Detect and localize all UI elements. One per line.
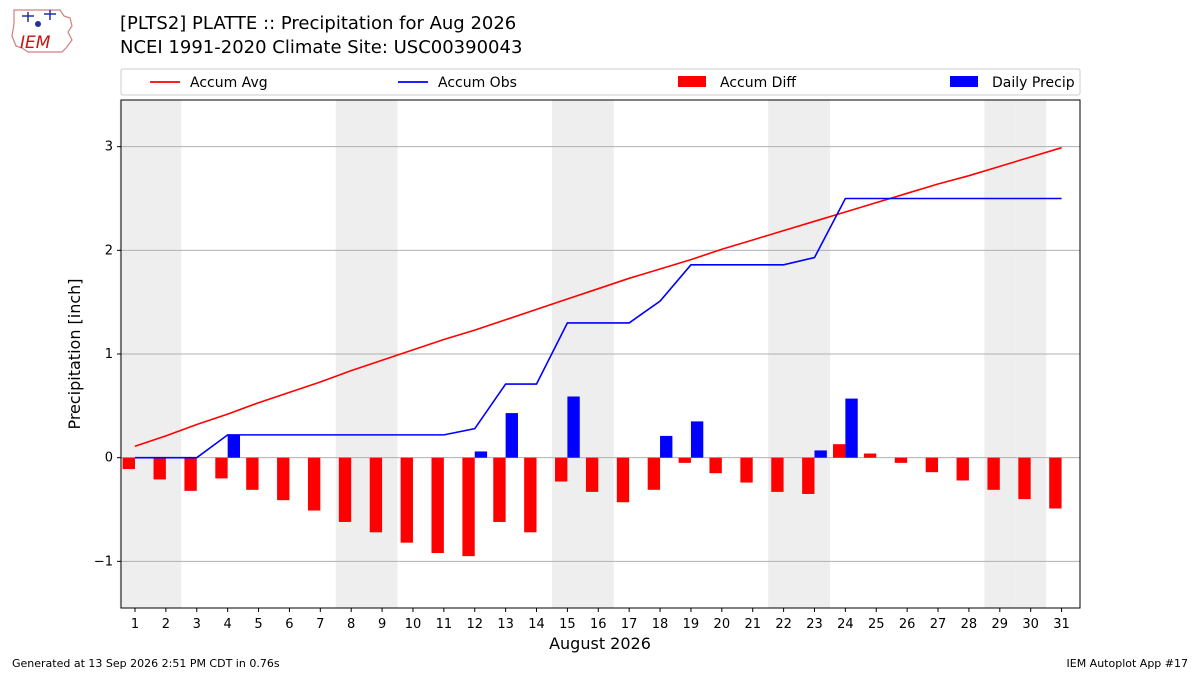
- x-tick-label: 20: [714, 617, 731, 632]
- x-tick-label: 18: [652, 617, 669, 632]
- accum-diff-bar: [647, 457, 661, 490]
- accum-diff-bar: [863, 453, 877, 458]
- accum-diff-bar: [678, 457, 691, 463]
- x-tick-label: 7: [316, 617, 324, 632]
- y-tick-label: 1: [105, 347, 113, 362]
- x-tick-label: 9: [378, 617, 386, 632]
- accum-diff-bar: [431, 457, 444, 554]
- daily-precip-bar: [690, 421, 704, 458]
- daily-precip-bar: [660, 435, 673, 458]
- accum-diff-bar: [894, 457, 908, 463]
- accum-diff-bar: [1049, 457, 1062, 509]
- accum-obs-line: [135, 197, 1062, 459]
- accum-diff-bar: [802, 457, 815, 494]
- line-series: [134, 146, 1062, 459]
- weekend-shading: [119, 100, 1047, 608]
- accum-diff-bar: [555, 457, 568, 482]
- x-tick-label: 2: [162, 617, 170, 632]
- accum-diff-bar: [277, 457, 290, 501]
- x-tick-label: 21: [744, 617, 761, 632]
- footer-app-label: IEM Autoplot App #17: [1066, 657, 1189, 670]
- accum-diff-bar: [184, 457, 197, 491]
- x-tick-label: 4: [224, 617, 232, 632]
- accum-diff-bar: [987, 457, 1000, 490]
- accum-diff-bar: [462, 457, 475, 557]
- accum-diff-bar: [215, 457, 228, 479]
- x-tick-label: 30: [1022, 617, 1039, 632]
- x-tick-label: 1: [131, 617, 139, 632]
- x-tick-label: 3: [193, 617, 201, 632]
- chart-title: [PLTS2] PLATTE :: Precipitation for Aug …: [120, 13, 517, 34]
- daily-precip-bar: [845, 398, 858, 458]
- x-tick-label: 24: [837, 617, 854, 632]
- accum-diff-bar: [400, 457, 413, 543]
- x-tick-label: 27: [930, 617, 947, 632]
- iem-logo: IEM: [11, 9, 73, 53]
- accum-diff-bar: [493, 457, 506, 522]
- legend-label: Daily Precip: [992, 75, 1075, 91]
- y-tick-label: 3: [105, 140, 113, 155]
- accum-diff-bar: [524, 457, 537, 533]
- chart-title-block: [PLTS2] PLATTE :: Precipitation for Aug …: [120, 12, 522, 60]
- accum-diff-bar: [709, 457, 722, 474]
- accum-diff-bar: [833, 444, 846, 458]
- chart-subtitle: NCEI 1991-2020 Climate Site: USC00390043: [120, 37, 523, 58]
- accum-diff-bar: [1018, 457, 1031, 500]
- x-tick-label: 5: [254, 617, 262, 632]
- legend-label: Accum Diff: [720, 75, 796, 91]
- accum-diff-bar: [956, 457, 969, 481]
- daily-precip-bar: [505, 413, 518, 458]
- daily-precip-bar: [227, 434, 241, 458]
- y-axis-label: Precipitation [inch]: [65, 278, 84, 429]
- y-tick-label: −1: [94, 554, 113, 569]
- x-tick-label: 11: [436, 617, 453, 632]
- accum-diff-bar: [740, 457, 753, 483]
- x-tick-label: 29: [992, 617, 1009, 632]
- legend-box: [120, 68, 1081, 96]
- daily-precip-bar: [567, 396, 580, 458]
- x-tick-label: 15: [559, 617, 576, 632]
- x-tick-label: 17: [621, 617, 638, 632]
- y-tick-label: 0: [105, 451, 113, 466]
- x-tick-label: 12: [466, 617, 483, 632]
- x-tick-label: 26: [899, 617, 916, 632]
- x-tick-label: 19: [683, 617, 700, 632]
- daily-precip-bar: [814, 450, 827, 458]
- y-tick-label: 2: [105, 243, 113, 258]
- accum-diff-bar: [246, 457, 259, 490]
- x-tick-label: 23: [806, 617, 823, 632]
- legend-label: Accum Avg: [190, 75, 268, 91]
- x-tick-label: 16: [590, 617, 607, 632]
- legend-bar-swatch: [678, 76, 706, 87]
- logo-lettering: IEM: [20, 33, 51, 53]
- daily-precip-bar: [474, 451, 488, 458]
- x-tick-label: 28: [961, 617, 978, 632]
- x-tick-label: 13: [497, 617, 514, 632]
- x-axis-label: August 2026: [549, 634, 651, 653]
- bar-series: [122, 396, 1062, 557]
- accum-diff-bar: [307, 457, 321, 511]
- accum-diff-bar: [122, 457, 135, 470]
- x-tick-label: 14: [528, 617, 545, 632]
- legend-bar-swatch: [950, 76, 978, 87]
- x-tick-label: 22: [775, 617, 792, 632]
- x-tick-label: 25: [868, 617, 885, 632]
- legend-label: Accum Obs: [438, 75, 517, 91]
- accum-diff-bar: [771, 457, 784, 492]
- accum-avg-line: [134, 146, 1062, 448]
- footer-generated-text: Generated at 13 Sep 2026 2:51 PM CDT in …: [12, 657, 280, 670]
- x-tick-label: 10: [405, 617, 422, 632]
- x-tick-label: 31: [1053, 617, 1070, 632]
- accum-diff-bar: [338, 457, 352, 522]
- x-tick-label: 8: [347, 617, 355, 632]
- x-tick-label: 6: [285, 617, 293, 632]
- accum-diff-bar: [925, 457, 939, 473]
- accum-diff-bar: [369, 457, 383, 533]
- accum-diff-bar: [153, 457, 166, 480]
- accum-diff-bar: [616, 457, 630, 503]
- accum-diff-bar: [585, 457, 599, 492]
- chart-legend: Accum Avg Accum Obs Accum Diff Daily Precip: [120, 68, 1081, 96]
